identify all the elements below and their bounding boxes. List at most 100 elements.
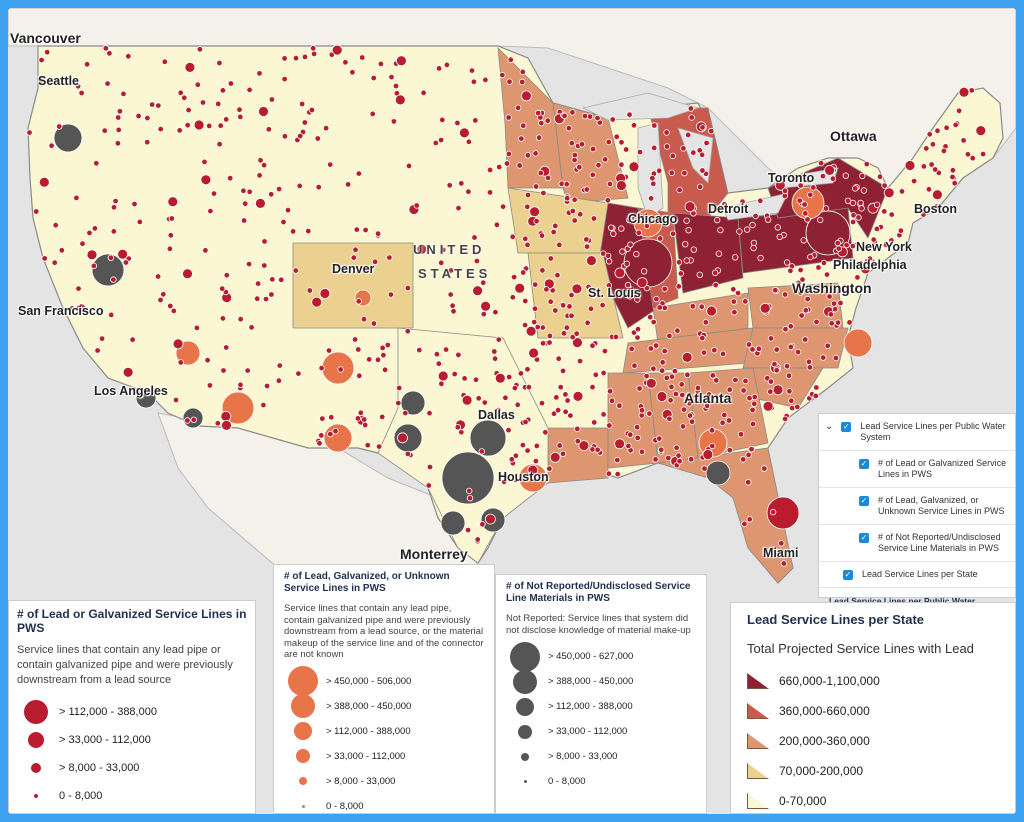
pws-symbol[interactable] <box>495 407 502 414</box>
pws-symbol[interactable] <box>746 395 753 402</box>
pws-symbol[interactable] <box>495 336 502 343</box>
pws-symbol[interactable] <box>106 50 113 57</box>
pws-symbol[interactable] <box>612 333 620 341</box>
pws-symbol[interactable] <box>721 201 728 208</box>
pws-symbol[interactable] <box>433 351 441 358</box>
pws-symbol[interactable] <box>136 218 143 226</box>
pws-symbol[interactable] <box>712 281 719 289</box>
pws-symbol[interactable] <box>172 396 180 404</box>
pws-symbol[interactable] <box>375 443 383 450</box>
pws-symbol[interactable] <box>650 180 657 187</box>
pws-symbol[interactable] <box>216 140 223 148</box>
pws-symbol[interactable] <box>829 175 837 182</box>
pws-symbol[interactable] <box>855 214 862 221</box>
pws-symbol[interactable] <box>679 391 686 399</box>
pws-symbol[interactable] <box>520 122 527 129</box>
pws-symbol[interactable] <box>534 109 542 117</box>
pws-symbol[interactable] <box>706 305 717 317</box>
pws-symbol[interactable] <box>350 254 357 261</box>
pws-symbol[interactable] <box>521 321 529 329</box>
pws-symbol[interactable] <box>562 408 569 415</box>
pws-symbol[interactable] <box>583 236 590 243</box>
pws-symbol[interactable] <box>241 200 249 207</box>
pws-symbol[interactable] <box>749 406 756 414</box>
pws-symbol[interactable] <box>601 347 609 355</box>
pws-symbol[interactable] <box>438 259 445 266</box>
pws-symbol[interactable] <box>788 397 795 404</box>
pws-symbol[interactable] <box>606 180 614 188</box>
pws-symbol[interactable] <box>873 225 881 233</box>
pws-symbol[interactable] <box>371 258 379 265</box>
pws-symbol[interactable] <box>694 384 702 392</box>
pws-symbol[interactable] <box>380 352 387 359</box>
pws-symbol[interactable] <box>511 384 519 392</box>
pws-symbol[interactable] <box>550 228 557 236</box>
pws-symbol[interactable] <box>38 56 45 64</box>
checkbox-checked-icon[interactable]: ✓ <box>859 459 869 469</box>
pws-symbol[interactable] <box>674 327 681 334</box>
pws-symbol[interactable] <box>554 272 561 279</box>
pws-symbol[interactable] <box>532 457 540 465</box>
pws-symbol[interactable] <box>585 283 592 291</box>
pws-symbol[interactable] <box>502 394 509 401</box>
pws-symbol[interactable] <box>450 308 457 315</box>
pws-symbol[interactable] <box>680 145 687 152</box>
pws-symbol[interactable] <box>78 89 85 97</box>
pws-symbol[interactable] <box>413 202 420 209</box>
pws-symbol[interactable] <box>590 215 598 222</box>
pws-symbol[interactable] <box>631 362 638 369</box>
pws-symbol[interactable] <box>627 241 634 248</box>
pws-symbol[interactable] <box>222 344 230 351</box>
pws-symbol[interactable] <box>807 191 814 198</box>
pws-symbol[interactable] <box>949 167 957 174</box>
pws-symbol[interactable] <box>929 141 937 148</box>
pws-symbol[interactable] <box>820 259 828 267</box>
pws-symbol[interactable] <box>528 347 539 359</box>
pws-symbol[interactable] <box>240 217 248 224</box>
pws-symbol[interactable] <box>881 182 888 189</box>
pws-symbol[interactable] <box>689 303 696 310</box>
pws-symbol[interactable] <box>154 273 162 280</box>
pws-symbol[interactable] <box>58 247 65 254</box>
layer-row-lead[interactable]: ✓ # of Lead or Galvanized Service Lines … <box>819 451 1015 488</box>
pws-symbol[interactable] <box>794 348 802 356</box>
pws-symbol[interactable] <box>539 340 547 347</box>
pws-symbol[interactable] <box>441 451 495 505</box>
pws-symbol[interactable] <box>577 211 584 218</box>
pws-symbol[interactable] <box>666 332 673 340</box>
pws-symbol[interactable] <box>362 226 369 234</box>
pws-symbol[interactable] <box>221 419 232 431</box>
pws-symbol[interactable] <box>472 376 480 383</box>
pws-symbol[interactable] <box>571 151 579 159</box>
pws-symbol[interactable] <box>325 347 333 354</box>
pws-symbol[interactable] <box>549 451 561 463</box>
pws-symbol[interactable] <box>75 303 87 315</box>
pws-symbol[interactable] <box>656 435 663 442</box>
pws-symbol[interactable] <box>79 240 86 247</box>
pws-symbol[interactable] <box>374 356 382 363</box>
pws-symbol[interactable] <box>687 105 695 112</box>
pws-symbol[interactable] <box>190 416 197 423</box>
pws-symbol[interactable] <box>556 442 563 449</box>
pws-symbol[interactable] <box>426 410 433 417</box>
pws-symbol[interactable] <box>91 225 99 232</box>
pws-symbol[interactable] <box>686 412 694 419</box>
pws-symbol[interactable] <box>384 341 391 349</box>
pws-symbol[interactable] <box>975 125 987 136</box>
pws-symbol[interactable] <box>354 415 362 422</box>
pws-symbol[interactable] <box>650 318 657 326</box>
pws-symbol[interactable] <box>776 233 783 241</box>
pws-symbol[interactable] <box>823 271 831 278</box>
pws-symbol[interactable] <box>817 159 825 167</box>
pws-symbol[interactable] <box>331 44 343 56</box>
pws-symbol[interactable] <box>454 424 461 431</box>
pws-symbol[interactable] <box>193 324 201 332</box>
pws-symbol[interactable] <box>381 366 389 373</box>
pws-symbol[interactable] <box>859 172 866 180</box>
pws-symbol[interactable] <box>711 347 718 354</box>
pws-symbol[interactable] <box>881 208 888 215</box>
pws-symbol[interactable] <box>480 300 492 312</box>
pws-symbol[interactable] <box>846 319 853 326</box>
pws-symbol[interactable] <box>826 293 833 300</box>
pws-symbol[interactable] <box>170 307 177 315</box>
